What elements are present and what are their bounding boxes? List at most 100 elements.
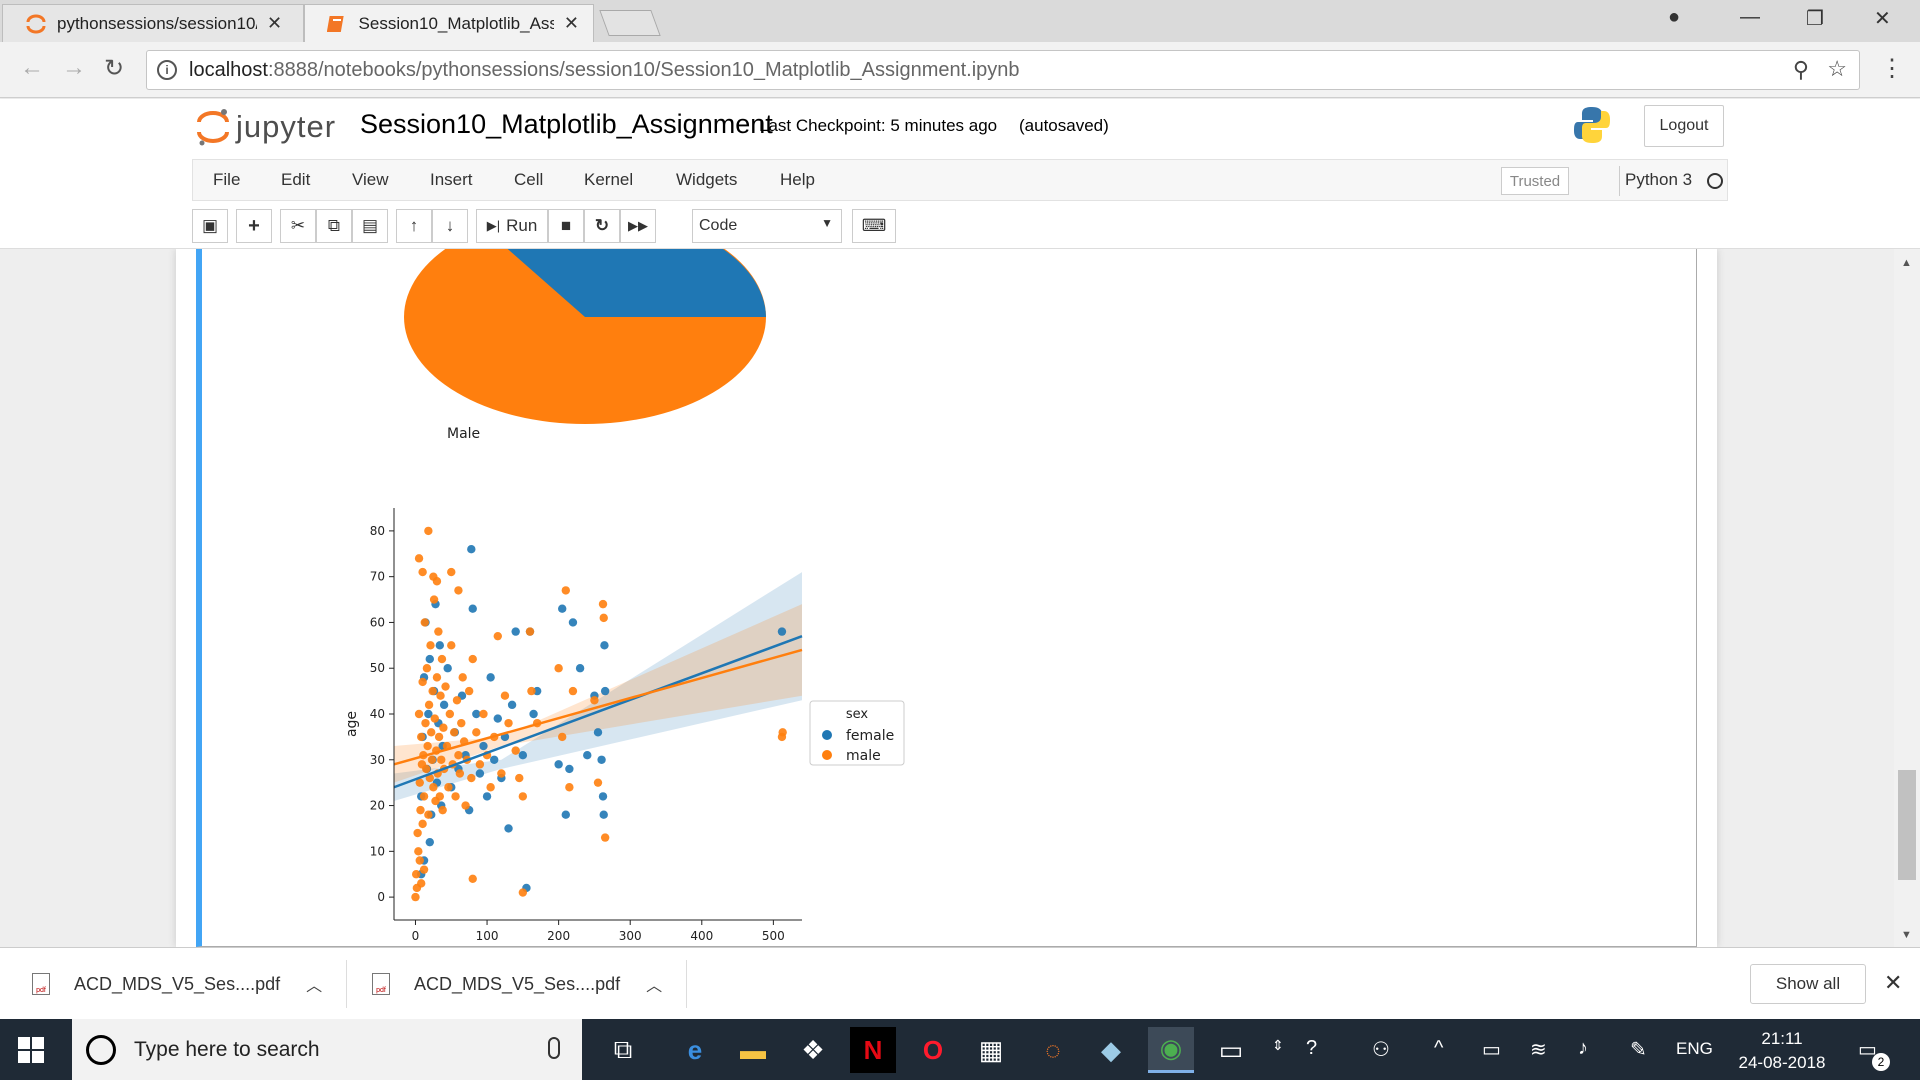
action-center-icon[interactable]: ▭ xyxy=(1858,1039,1877,1061)
back-icon[interactable]: ← xyxy=(20,54,44,81)
overflow-scroll-icon[interactable]: ⇕ xyxy=(1272,1037,1284,1053)
store-icon[interactable]: ▦ xyxy=(978,1034,1004,1065)
scroll-down-icon[interactable]: ▼ xyxy=(1901,929,1912,941)
scroll-up-icon[interactable]: ▲ xyxy=(1901,257,1912,269)
close-downloads-icon[interactable]: ✕ xyxy=(1884,970,1903,995)
bookmark-star-icon[interactable]: ☆ xyxy=(1827,56,1847,81)
notebook-name[interactable]: Session10_Matplotlib_Assignment xyxy=(360,109,773,139)
restore-icon[interactable]: ❐ xyxy=(1806,8,1824,30)
download-item[interactable]: pdf ACD_MDS_V5_Ses....pdf ︿ xyxy=(32,948,322,1020)
chrome-icon[interactable]: ◉ xyxy=(1148,1027,1194,1073)
windows-start-icon[interactable] xyxy=(18,1037,44,1063)
scatter-point-female xyxy=(600,686,610,696)
wifi-icon[interactable]: ≋ xyxy=(1530,1039,1547,1061)
save-button[interactable]: ▣ xyxy=(192,209,228,243)
keyboard-icon: ⌨ xyxy=(861,216,887,235)
anaconda-icon[interactable]: ◌ xyxy=(1045,1034,1061,1065)
chevron-up-icon[interactable]: ︿ xyxy=(646,978,663,995)
clock-time: 21:11 xyxy=(1761,1029,1803,1048)
browser-tab-notebook[interactable]: Session10_Matplotlib_Assignment ✕ xyxy=(304,4,594,42)
cell-type-select[interactable]: Code ▼ xyxy=(692,209,842,243)
edge-icon[interactable]: e xyxy=(687,1034,703,1065)
logout-button[interactable]: Logout xyxy=(1644,105,1724,147)
menu-widgets[interactable]: Widgets xyxy=(676,170,738,189)
volume-icon[interactable]: ♪ xyxy=(1578,1037,1588,1059)
download-item[interactable]: pdf ACD_MDS_V5_Ses....pdf ︿ xyxy=(372,948,662,1020)
scatter-point-male xyxy=(411,870,421,879)
menu-kernel[interactable]: Kernel xyxy=(584,170,634,189)
menu-file[interactable]: File xyxy=(213,170,241,189)
jupyter-logo[interactable]: jupyter xyxy=(196,107,336,147)
menu-view[interactable]: View xyxy=(352,170,389,189)
restart-button[interactable]: ↻ xyxy=(584,209,620,243)
notebook-area[interactable]: Male 0 100 200 300 400 500 0 10 20 30 40 50 60 70 80 a… xyxy=(0,249,1920,947)
legend-marker-female xyxy=(822,730,832,740)
media-player-icon[interactable]: ▭ xyxy=(1218,1034,1244,1065)
insert-cell-button[interactable]: + xyxy=(236,209,272,243)
cut-button[interactable]: ✂ xyxy=(280,209,316,243)
scatter-point-female xyxy=(518,751,528,760)
paste-button[interactable]: ▤ xyxy=(352,209,388,243)
help-icon[interactable]: ? xyxy=(1306,1037,1318,1059)
forward-icon[interactable]: → xyxy=(62,54,86,81)
close-icon[interactable]: ✕ xyxy=(267,13,283,33)
clock[interactable]: 21:11 24-08-2018 xyxy=(1736,1027,1828,1075)
browser-tab-sessions[interactable]: pythonsessions/session10/ ✕ xyxy=(2,4,304,42)
minimize-icon[interactable]: — xyxy=(1740,6,1760,28)
move-up-button[interactable]: ↑ xyxy=(396,209,432,243)
zoom-icon[interactable]: ⚲ xyxy=(1792,57,1809,82)
x-tick-label: 200 xyxy=(547,929,570,943)
info-icon[interactable]: i xyxy=(157,60,177,80)
app-icon[interactable]: ◆ xyxy=(1101,1034,1121,1065)
scatter-point-male xyxy=(493,631,502,641)
menu-edit[interactable]: Edit xyxy=(281,170,311,189)
scatter-point-female xyxy=(472,709,481,719)
kernel-name[interactable]: Python 3 xyxy=(1625,170,1693,189)
scatter-point-female xyxy=(493,714,502,723)
show-all-downloads-button[interactable]: Show all xyxy=(1750,964,1866,1004)
scrollbar-thumb[interactable] xyxy=(1898,770,1916,880)
chevron-up-icon[interactable]: ︿ xyxy=(306,978,323,995)
selected-cell[interactable]: Male 0 100 200 300 400 500 0 10 20 30 40 50 60 70 80 a… xyxy=(196,249,1697,947)
window-close-icon[interactable]: ✕ xyxy=(1874,8,1891,30)
language-indicator[interactable]: ENG xyxy=(1676,1039,1713,1058)
microphone-icon[interactable] xyxy=(548,1037,560,1059)
browser-menu-icon[interactable]: ⋮ xyxy=(1880,55,1904,82)
command-palette-button[interactable]: ⌨ xyxy=(852,209,896,243)
chevron-up-icon[interactable]: ^ xyxy=(1434,1037,1444,1059)
taskbar-search[interactable]: Type here to search xyxy=(72,1019,582,1080)
move-down-button[interactable]: ↓ xyxy=(432,209,468,243)
pen-icon[interactable]: ✎ xyxy=(1630,1039,1647,1061)
address-bar[interactable]: i localhost :8888/notebooks/pythonsessio… xyxy=(146,50,1860,90)
scatter-point-male xyxy=(444,783,453,792)
file-explorer-icon[interactable]: ▬ xyxy=(740,1034,766,1065)
account-icon[interactable]: ● xyxy=(1668,6,1681,28)
trusted-indicator[interactable]: Trusted xyxy=(1501,167,1569,195)
run-button[interactable]: ▶| Run xyxy=(476,209,548,243)
scatter-point-male xyxy=(464,686,474,696)
interrupt-button[interactable]: ■ xyxy=(548,209,584,243)
page-scrollbar[interactable]: ▲ ▼ xyxy=(1894,249,1920,947)
jupyter-header: jupyter Session10_Matplotlib_Assignment … xyxy=(0,99,1920,249)
dropbox-icon[interactable]: ❖ xyxy=(801,1034,825,1065)
menu-insert[interactable]: Insert xyxy=(430,170,473,189)
reload-icon[interactable]: ↻ xyxy=(104,55,125,82)
task-view-icon[interactable]: ⧉ xyxy=(613,1034,633,1064)
scatter-point-male xyxy=(454,751,463,760)
netflix-icon[interactable]: N xyxy=(850,1027,896,1073)
close-icon[interactable]: ✕ xyxy=(563,13,579,33)
scatter-point-male xyxy=(475,760,485,769)
menu-cell[interactable]: Cell xyxy=(514,170,544,189)
new-tab-button[interactable] xyxy=(599,10,661,36)
browser-tabstrip: pythonsessions/session10/ ✕ Session10_Ma… xyxy=(0,0,1920,42)
copy-button[interactable]: ⧉ xyxy=(316,209,352,243)
menu-help[interactable]: Help xyxy=(780,170,815,189)
confidence-band-female xyxy=(394,572,802,801)
restart-run-all-button[interactable]: ▶▶ xyxy=(620,209,656,243)
browser-toolbar: ← → ↻ i localhost :8888/notebooks/python… xyxy=(0,42,1920,98)
scatter-point-male xyxy=(486,783,495,792)
scatter-point-female xyxy=(425,837,434,847)
people-icon[interactable]: ⚇ xyxy=(1372,1039,1390,1061)
scatter-point-male xyxy=(430,714,439,723)
opera-icon[interactable]: O xyxy=(922,1034,944,1065)
